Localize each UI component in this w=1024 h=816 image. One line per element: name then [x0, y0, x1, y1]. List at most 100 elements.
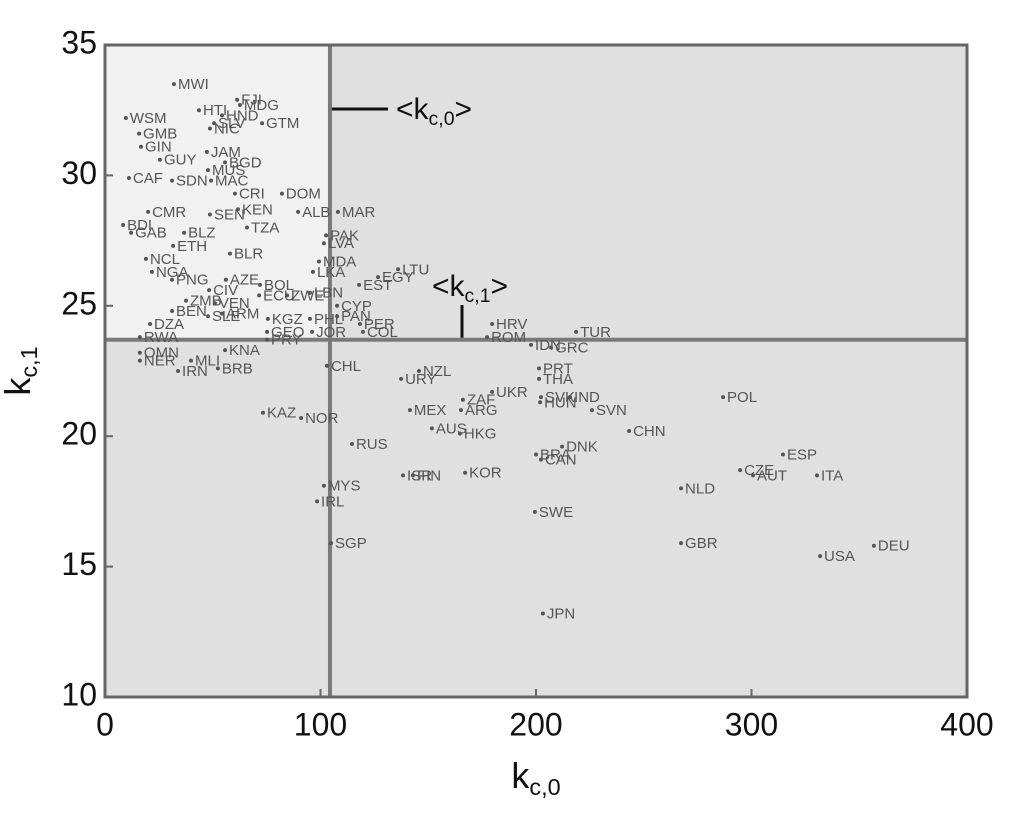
- point: [399, 376, 404, 381]
- point: [206, 314, 211, 319]
- point-label: KEN: [242, 201, 273, 218]
- point-label: COL: [367, 324, 398, 341]
- point-label: GEO: [271, 324, 304, 341]
- point: [170, 277, 175, 282]
- point: [196, 108, 201, 113]
- point: [123, 116, 128, 121]
- point: [146, 209, 151, 214]
- point: [143, 256, 148, 261]
- point: [457, 431, 462, 436]
- point-label: CAN: [545, 452, 577, 469]
- point: [265, 316, 270, 321]
- point-label: PHL: [314, 311, 343, 328]
- point-label: ALB: [302, 204, 330, 221]
- point: [176, 369, 181, 373]
- point: [310, 269, 315, 274]
- point-label: PER: [364, 316, 395, 333]
- point: [534, 452, 538, 457]
- point-label: CHN: [633, 423, 666, 440]
- point: [490, 322, 495, 327]
- y-tick-label: 20: [61, 416, 97, 452]
- point-label: GIN: [145, 139, 172, 156]
- point-label: JAM: [211, 144, 241, 161]
- point: [324, 363, 329, 368]
- point-label: UKR: [496, 384, 528, 401]
- x-tick-label: 300: [725, 706, 778, 742]
- point: [285, 293, 290, 298]
- annotation-text: <k: [396, 93, 430, 126]
- point: [260, 121, 265, 126]
- x-axis-label: kc,0: [511, 755, 560, 800]
- point-label: IRL: [321, 493, 344, 510]
- point-label: KOR: [469, 465, 502, 482]
- point: [220, 311, 225, 316]
- point-label: IRN: [182, 363, 208, 380]
- point-label: JOR: [316, 324, 346, 341]
- point: [212, 301, 217, 306]
- point-label: JPN: [547, 606, 575, 623]
- point: [188, 358, 193, 363]
- point-label: GBR: [685, 535, 718, 552]
- point: [307, 290, 312, 295]
- point: [416, 369, 421, 373]
- point: [279, 191, 284, 196]
- point-label: GUY: [164, 152, 197, 169]
- point: [223, 277, 228, 282]
- point: [148, 322, 153, 327]
- point-label: NCL: [150, 251, 180, 268]
- point: [679, 486, 684, 491]
- point-label: DNK: [566, 439, 598, 456]
- annotation-subscript: c,1: [465, 285, 491, 307]
- point: [232, 191, 237, 196]
- point: [538, 457, 543, 462]
- point-label: ARG: [465, 402, 498, 419]
- point-label: MAC: [215, 173, 249, 190]
- point: [126, 176, 131, 181]
- point-label: VEN: [219, 295, 250, 312]
- point: [235, 97, 240, 102]
- x-tick-label: 0: [96, 706, 114, 742]
- point: [137, 335, 142, 340]
- y-tick-label: 10: [61, 676, 97, 712]
- point-label: BGD: [229, 154, 262, 171]
- point: [121, 222, 126, 227]
- point-label: KGZ: [272, 311, 303, 328]
- point: [184, 298, 189, 303]
- point-label: KAZ: [267, 405, 296, 422]
- point: [321, 241, 326, 246]
- point: [170, 178, 175, 183]
- point: [679, 541, 684, 546]
- point-label: BRB: [222, 360, 253, 377]
- point: [204, 149, 209, 154]
- x-tick-label: 100: [294, 706, 347, 742]
- point: [299, 415, 304, 420]
- point-label: SLE: [212, 308, 240, 325]
- point-label: CYP: [341, 298, 372, 315]
- y-tick-label: 25: [61, 285, 97, 321]
- point-label: ISR: [407, 467, 432, 484]
- point-label: DOM: [286, 186, 321, 203]
- point: [335, 314, 340, 319]
- point: [540, 611, 545, 616]
- point: [265, 329, 270, 334]
- point: [207, 288, 212, 293]
- point-label: SWE: [539, 504, 573, 521]
- point-label: ZMB: [190, 293, 222, 310]
- point: [321, 483, 326, 488]
- point: [157, 157, 162, 162]
- point-label: PAK: [330, 227, 359, 244]
- point-label: MWI: [178, 76, 209, 93]
- point-label: PRT: [543, 360, 573, 377]
- point-label: CHL: [331, 358, 361, 375]
- point: [780, 452, 785, 457]
- annotation: <kc,0>: [396, 93, 472, 130]
- point: [751, 473, 756, 478]
- point-label: NIC: [214, 120, 240, 137]
- annotation: <kc,1>: [432, 270, 508, 307]
- point-label: PNG: [176, 272, 209, 289]
- point-label: MEX: [414, 402, 447, 419]
- point-label: TZA: [251, 220, 279, 237]
- point: [529, 342, 534, 347]
- point: [182, 230, 187, 235]
